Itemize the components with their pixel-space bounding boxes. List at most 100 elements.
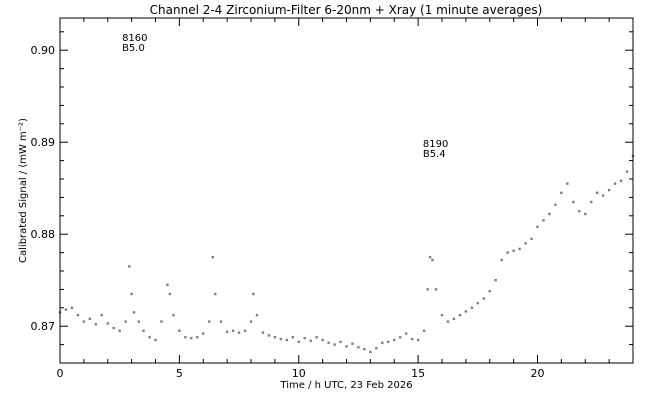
x-tick-label: 5 (176, 367, 183, 380)
flare-annotation: 8160 B5.0 (122, 33, 147, 54)
tick-marks (59, 18, 634, 364)
data-point (64, 308, 68, 311)
data-point (440, 313, 444, 317)
data-point (578, 210, 581, 213)
data-point (333, 343, 336, 346)
data-point (172, 313, 175, 317)
data-point (291, 336, 294, 339)
data-point (82, 320, 86, 323)
data-point (285, 338, 289, 342)
data-point (488, 290, 491, 293)
data-point (243, 329, 247, 332)
data-point (619, 179, 623, 183)
data-point (100, 313, 103, 317)
data-point (70, 306, 74, 309)
data-point (476, 302, 480, 305)
data-point (416, 338, 420, 342)
data-point (339, 340, 342, 344)
x-axis-label: Time / h UTC, 23 Feb 2026 (279, 380, 412, 391)
data-point (428, 256, 432, 259)
y-axis-label: Calibrated Signal / (mW m⁻²) (18, 118, 29, 263)
data-point (168, 292, 172, 296)
data-point (530, 237, 533, 240)
data-point (554, 203, 557, 206)
data-point (494, 279, 497, 282)
data-point (518, 247, 521, 251)
data-point (595, 191, 599, 194)
data-point (381, 341, 384, 344)
data-point (601, 194, 605, 197)
data-point (124, 320, 127, 323)
data-point (470, 306, 474, 309)
data-point (112, 326, 115, 330)
data-point (375, 347, 378, 350)
data-point (548, 212, 551, 216)
data-point (297, 340, 300, 344)
data-point (94, 323, 98, 326)
x-tick-label: 15 (411, 367, 425, 380)
data-point (106, 322, 109, 325)
annotation-line: B5.0 (122, 43, 145, 54)
data-point (321, 338, 324, 342)
flare-annotation: 8190 B5.4 (423, 139, 448, 160)
data-point (132, 311, 136, 314)
data-point (252, 292, 255, 296)
data-point (142, 329, 145, 332)
data-point (255, 313, 259, 317)
data-point (399, 336, 402, 339)
data-point (88, 317, 92, 321)
data-point (426, 288, 429, 291)
data-point (464, 310, 468, 313)
data-point (178, 329, 181, 332)
annotations: 8160 B5.0 8190 B5.4 (122, 33, 448, 160)
data-point (279, 337, 283, 341)
data-point (351, 342, 354, 345)
data-point (327, 341, 330, 344)
data-point (357, 346, 360, 349)
y-tick-label: 0.89 (31, 136, 56, 149)
data-point (208, 320, 211, 323)
y-tick-label: 0.87 (31, 320, 56, 333)
data-point (393, 338, 396, 342)
data-point (231, 329, 235, 332)
data-point (148, 336, 151, 339)
plot-area (58, 17, 635, 364)
data-point (166, 283, 169, 286)
data-point (160, 320, 163, 323)
data-point (154, 338, 157, 342)
x-tick-label: 10 (292, 367, 306, 380)
data-point (196, 336, 199, 339)
data-point (572, 200, 575, 204)
data-point (446, 320, 450, 323)
data-point (315, 336, 318, 339)
data-point (128, 265, 131, 268)
data-point (482, 297, 485, 300)
data-point (542, 219, 545, 222)
data-point (560, 191, 563, 194)
data-point (387, 340, 390, 344)
data-point (303, 336, 306, 340)
data-point (369, 350, 372, 354)
data-point (410, 337, 414, 341)
data-point (237, 331, 241, 334)
data-point (512, 249, 515, 252)
data-point (184, 336, 187, 339)
data-point (202, 332, 205, 335)
data-point (345, 345, 348, 348)
data-point (267, 334, 271, 337)
data-point (225, 330, 229, 333)
data-point (211, 256, 214, 259)
data-point (590, 200, 593, 204)
data-point (118, 329, 121, 332)
annotation-line: 8190 (423, 139, 448, 150)
data-point (506, 251, 509, 254)
data-point (261, 331, 265, 334)
annotation-line: B5.4 (423, 149, 446, 160)
data-point (76, 313, 80, 317)
data-point (452, 317, 456, 321)
y-tick-label: 0.90 (31, 44, 56, 57)
data-point (613, 182, 617, 185)
data-point (219, 320, 223, 323)
